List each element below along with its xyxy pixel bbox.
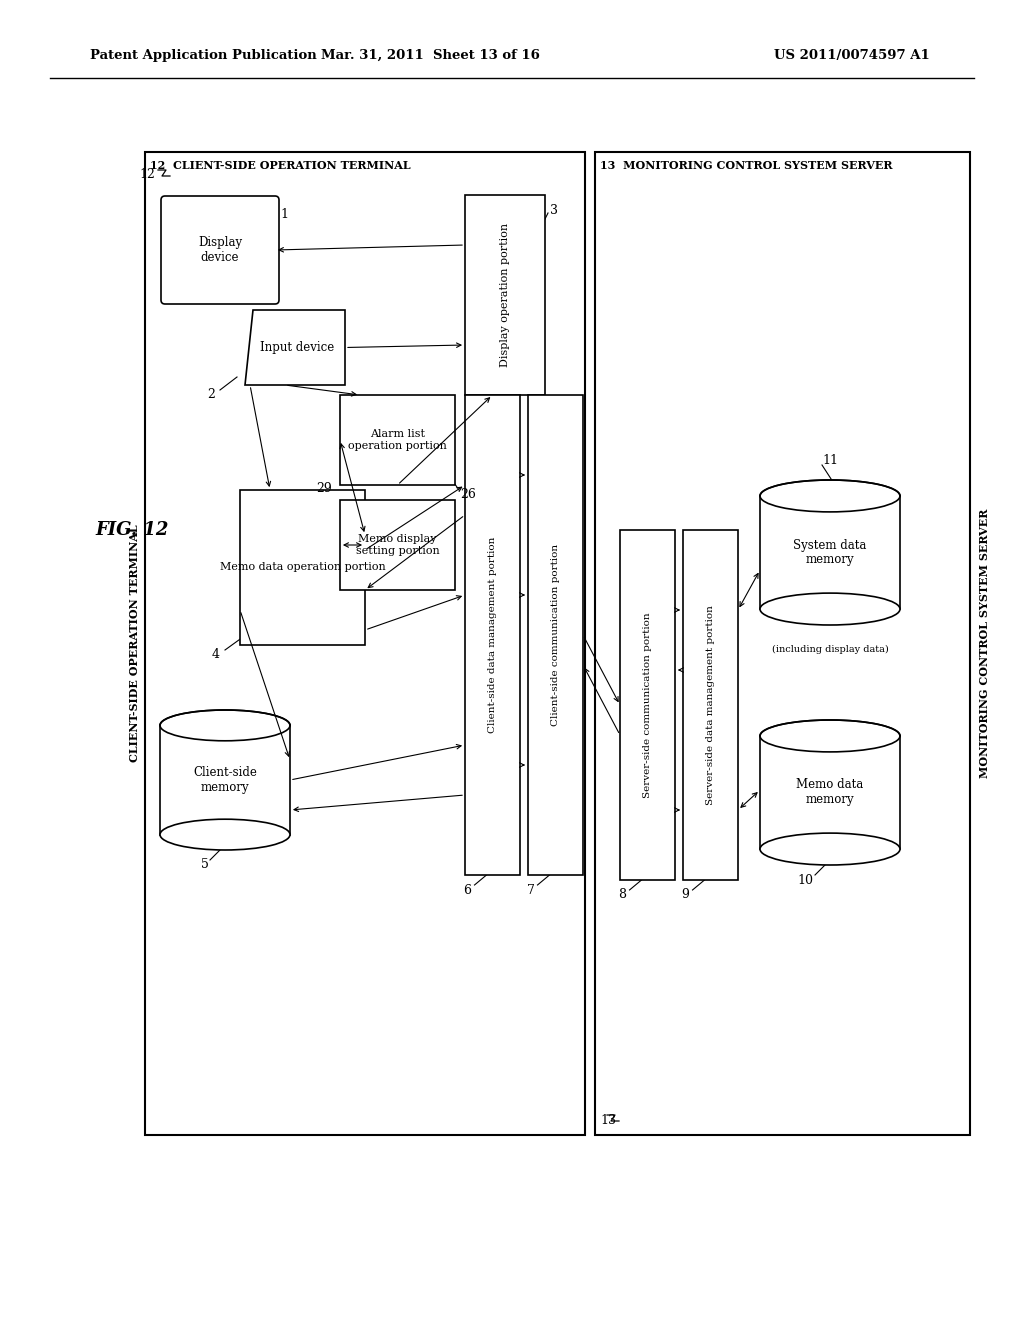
Text: FIG. 12: FIG. 12	[95, 521, 168, 539]
Text: 3: 3	[550, 203, 558, 216]
Text: MONITORING CONTROL SYSTEM SERVER: MONITORING CONTROL SYSTEM SERVER	[979, 508, 989, 779]
Text: Client-side communication portion: Client-side communication portion	[551, 544, 560, 726]
Bar	[595, 152, 970, 1135]
Text: 10: 10	[797, 874, 813, 887]
Ellipse shape	[760, 833, 900, 865]
Text: 8: 8	[618, 888, 627, 902]
Text: (including display data): (including display data)	[772, 645, 889, 655]
Text: 29: 29	[316, 482, 332, 495]
Bar	[760, 737, 900, 849]
Text: Input device: Input device	[260, 341, 334, 354]
Text: Client-side
memory: Client-side memory	[194, 766, 257, 795]
Bar	[465, 395, 520, 875]
Text: Server-side communication portion: Server-side communication portion	[643, 612, 652, 797]
Text: 2: 2	[207, 388, 215, 401]
Text: Display
device: Display device	[198, 236, 242, 264]
Ellipse shape	[160, 710, 290, 741]
Bar	[240, 490, 365, 645]
Text: Patent Application Publication: Patent Application Publication	[90, 49, 316, 62]
Text: Mar. 31, 2011  Sheet 13 of 16: Mar. 31, 2011 Sheet 13 of 16	[321, 49, 540, 62]
Text: 13  MONITORING CONTROL SYSTEM SERVER: 13 MONITORING CONTROL SYSTEM SERVER	[600, 160, 893, 172]
Text: 12  CLIENT-SIDE OPERATION TERMINAL: 12 CLIENT-SIDE OPERATION TERMINAL	[150, 160, 411, 172]
Text: 13: 13	[600, 1114, 616, 1126]
Bar	[683, 531, 738, 880]
Polygon shape	[245, 310, 345, 385]
Text: CLIENT-SIDE OPERATION TERMINAL: CLIENT-SIDE OPERATION TERMINAL	[129, 524, 140, 763]
Text: Alarm list
operation portion: Alarm list operation portion	[348, 429, 446, 451]
Bar	[528, 395, 583, 875]
Ellipse shape	[760, 593, 900, 624]
Text: Display operation portion: Display operation portion	[500, 223, 510, 367]
Bar	[160, 726, 290, 834]
Text: 6: 6	[464, 883, 471, 896]
Bar	[145, 152, 585, 1135]
Text: 5: 5	[201, 858, 209, 871]
Text: 12: 12	[139, 169, 155, 181]
Bar	[340, 500, 455, 590]
Text: 9: 9	[682, 888, 689, 902]
Bar	[620, 531, 675, 880]
Text: Server-side data management portion: Server-side data management portion	[706, 605, 715, 805]
Ellipse shape	[160, 820, 290, 850]
Text: System data
memory: System data memory	[794, 539, 866, 566]
Text: 4: 4	[212, 648, 220, 661]
Ellipse shape	[760, 480, 900, 512]
Ellipse shape	[760, 719, 900, 752]
Text: 7: 7	[526, 883, 535, 896]
Text: Memo data operation portion: Memo data operation portion	[219, 562, 385, 573]
Text: 11: 11	[822, 454, 838, 466]
Text: Client-side data management portion: Client-side data management portion	[488, 537, 497, 733]
FancyBboxPatch shape	[161, 195, 279, 304]
Bar	[340, 395, 455, 484]
Text: US 2011/0074597 A1: US 2011/0074597 A1	[774, 49, 930, 62]
Text: 26: 26	[460, 488, 476, 502]
Bar	[465, 195, 545, 395]
Text: Memo data
memory: Memo data memory	[797, 779, 863, 807]
Bar	[760, 496, 900, 609]
Text: Memo display
setting portion: Memo display setting portion	[355, 535, 439, 556]
Text: 1: 1	[280, 209, 288, 222]
